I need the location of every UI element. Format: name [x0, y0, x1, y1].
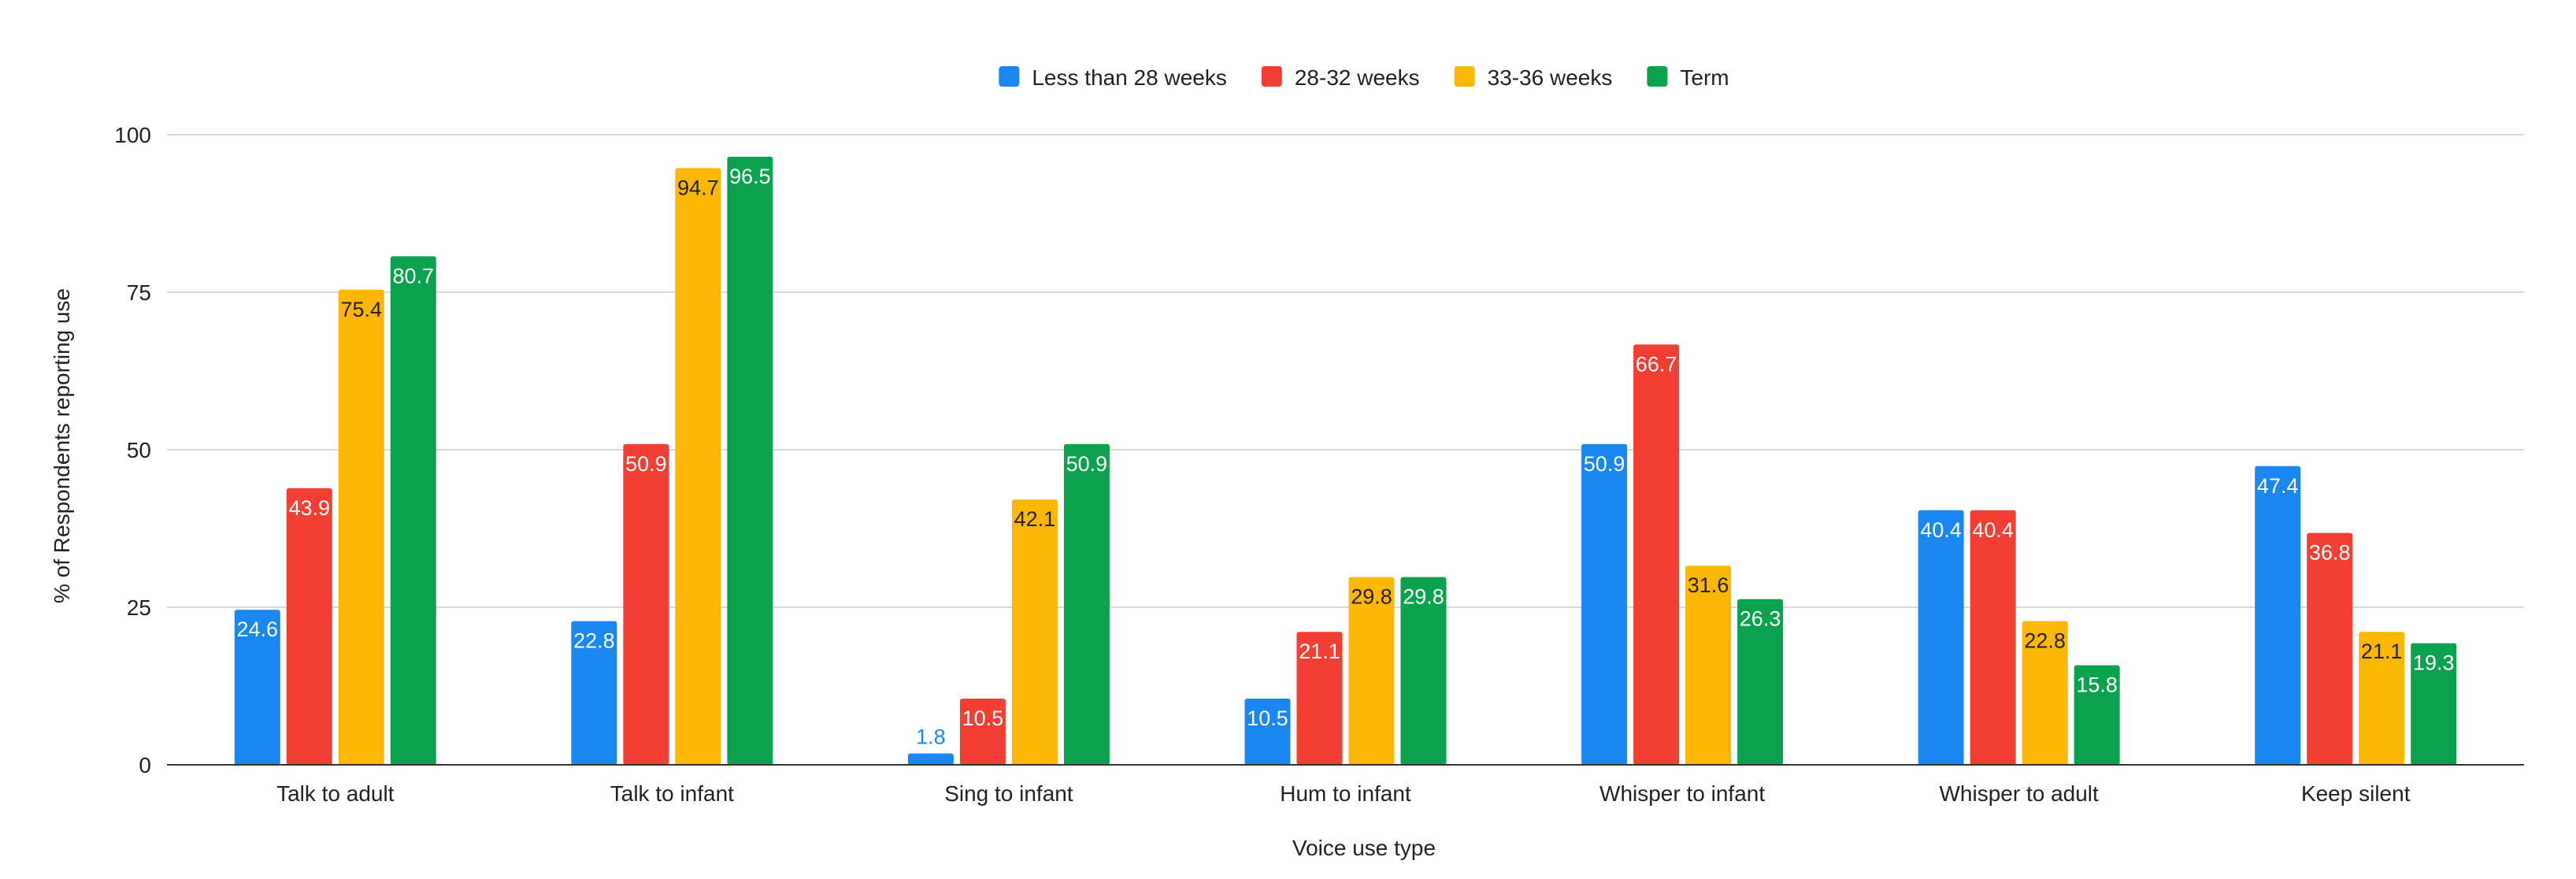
data-label: 10.5 — [1247, 707, 1288, 730]
x-tick-label: Whisper to infant — [1599, 781, 1765, 806]
data-label: 36.8 — [2309, 541, 2351, 565]
x-axis-title: Voice use type — [1292, 836, 1436, 860]
data-label: 29.8 — [1403, 585, 1444, 609]
data-label: 1.8 — [916, 725, 946, 749]
bar — [571, 621, 617, 765]
data-labels: 24.6 43.9 75.4 80.7 22.8 50.9 94.7 96.5 1.8 10.5 4… — [237, 165, 2455, 749]
x-tick-label: Talk to adult — [276, 781, 395, 806]
y-tick-label: 0 — [139, 753, 151, 777]
data-label: 21.1 — [2361, 640, 2403, 663]
bar — [1011, 499, 1058, 765]
data-label: 50.9 — [1066, 452, 1108, 476]
bar — [1737, 599, 1784, 765]
bar — [1244, 699, 1291, 765]
data-label: 24.6 — [237, 618, 279, 641]
bar — [1970, 510, 2016, 765]
bar — [1581, 443, 1628, 765]
bar — [2307, 532, 2353, 765]
bar — [286, 488, 332, 765]
x-tick-label: Hum to infant — [1280, 781, 1411, 806]
y-tick-label: 75 — [127, 280, 151, 305]
data-label: 50.9 — [1584, 452, 1625, 476]
data-label: 21.1 — [1299, 640, 1340, 663]
legend-label: 28-32 weeks — [1295, 65, 1420, 90]
data-label: 26.3 — [1740, 607, 1781, 631]
data-label: 47.4 — [2257, 474, 2299, 498]
legend-label: 33-36 weeks — [1488, 65, 1613, 90]
data-label: 29.8 — [1351, 585, 1392, 609]
bar — [338, 289, 384, 765]
data-label: 15.8 — [2076, 673, 2118, 697]
x-tick-label: Talk to infant — [610, 781, 734, 806]
bar — [1400, 577, 1447, 765]
legend-swatch — [1647, 66, 1668, 87]
x-tick-label: Keep silent — [2301, 781, 2411, 806]
y-tick-label: 50 — [127, 438, 151, 462]
grid-lines — [167, 134, 2524, 608]
bar — [1348, 577, 1395, 765]
bar — [2411, 643, 2457, 765]
bar — [2255, 465, 2301, 765]
bar — [390, 256, 436, 765]
bar — [959, 699, 1006, 765]
bar — [1685, 566, 1732, 765]
bar — [675, 168, 721, 765]
x-tick-label: Whisper to adult — [1939, 781, 2099, 806]
data-label: 40.4 — [1920, 518, 1962, 542]
data-label: 75.4 — [341, 298, 383, 321]
legend-swatch — [1454, 66, 1475, 87]
bar — [727, 157, 773, 765]
data-label: 43.9 — [289, 496, 331, 520]
data-label: 40.4 — [1972, 518, 2014, 542]
bar — [234, 610, 280, 765]
data-label: 31.6 — [1688, 573, 1729, 597]
bar — [2359, 632, 2405, 765]
bar — [2022, 621, 2068, 765]
bar — [1063, 443, 1110, 765]
legend-label: Term — [1680, 65, 1729, 90]
data-label: 10.5 — [962, 707, 1004, 730]
data-label: 50.9 — [625, 452, 667, 476]
legend-swatch — [1261, 66, 1282, 87]
data-label: 19.3 — [2413, 651, 2455, 675]
bar — [1296, 632, 1343, 765]
x-tick-label: Sing to infant — [944, 781, 1073, 806]
data-label: 94.7 — [677, 176, 719, 199]
data-label: 80.7 — [393, 264, 435, 287]
legend-label: Less than 28 weeks — [1032, 65, 1227, 90]
bar — [2074, 665, 2120, 765]
data-label: 22.8 — [2024, 629, 2066, 653]
y-tick-label: 25 — [127, 595, 151, 620]
data-label: 66.7 — [1636, 352, 1677, 376]
data-label: 42.1 — [1014, 507, 1056, 531]
legend: Less than 28 weeks 28-32 weeks 33-36 weeks… — [999, 65, 1729, 90]
axes: 0 25 50 75 100 Talk to adult Talk to infant Sin… — [114, 123, 2524, 806]
data-label: 96.5 — [729, 165, 771, 188]
legend-swatch — [999, 66, 1020, 87]
data-label: 22.8 — [573, 629, 615, 653]
y-tick-label: 100 — [114, 123, 151, 147]
bar — [623, 443, 669, 765]
bar — [907, 753, 954, 765]
bar — [1918, 510, 1964, 765]
bar — [1633, 344, 1680, 765]
bars — [234, 157, 2457, 765]
y-axis-title: % of Respondents reporting use — [50, 288, 74, 603]
